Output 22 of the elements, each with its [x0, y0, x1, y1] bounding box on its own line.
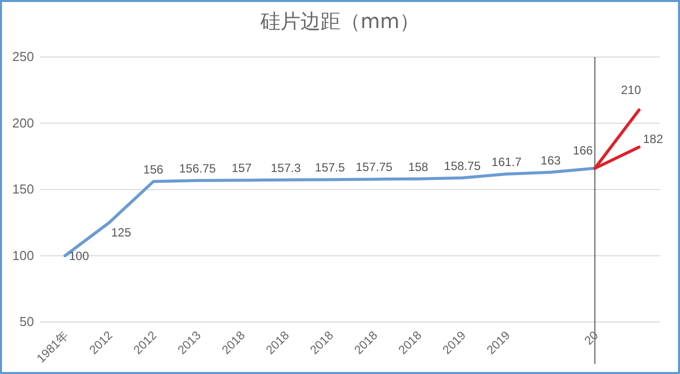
data-label: 156.75: [179, 162, 216, 176]
data-label: 125: [111, 226, 132, 240]
data-label: 157: [232, 161, 252, 176]
data-label: 157.3: [270, 160, 302, 175]
data-label: 158.75: [444, 158, 482, 173]
y-tick-label: 50: [20, 314, 34, 329]
data-label: 157.75: [356, 160, 393, 174]
data-label: 100: [68, 248, 90, 263]
data-label: 157.5: [314, 160, 346, 175]
data-label: 182: [642, 132, 664, 146]
data-label: 158: [408, 160, 429, 174]
data-label: 210: [620, 83, 642, 97]
y-tick-label: 250: [12, 49, 34, 64]
y-tick-label: 100: [12, 248, 34, 263]
chart-title: 硅片边距（mm）: [260, 9, 420, 33]
y-tick-label: 150: [12, 182, 34, 196]
x-tick-label: 20: [582, 328, 602, 348]
data-label: 163: [540, 153, 562, 168]
data-label: 166: [572, 143, 594, 158]
data-label: 161.7: [492, 154, 522, 169]
y-tick-label: 200: [12, 115, 34, 130]
data-label: 156: [143, 162, 164, 177]
